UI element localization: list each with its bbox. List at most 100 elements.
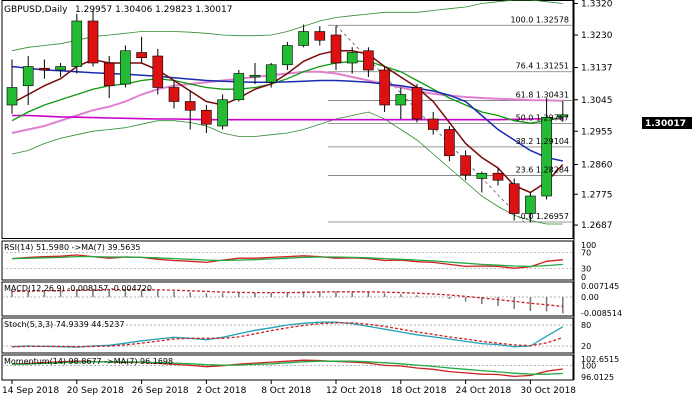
candle-up — [298, 31, 309, 46]
candle-down — [444, 129, 455, 157]
rsi-series-line — [11, 255, 563, 268]
fib-level-label: 38.2 1.29104 — [516, 137, 569, 146]
indicator-label: Stoch(5,3,3) 74.9339 44.5237 — [4, 320, 124, 329]
time-tick-label: 12 Oct 2018 — [326, 386, 382, 396]
candle-down — [330, 34, 342, 64]
indicator-frame — [1, 281, 574, 317]
fib-level-label: 23.6 1.28284 — [516, 166, 569, 175]
price-tick-label: 1.2955 — [581, 127, 613, 137]
overlay-ma-green-line — [11, 60, 563, 124]
time-tick-label: 18 Oct 2018 — [391, 386, 447, 396]
candle-down — [152, 55, 164, 88]
candle-down — [168, 87, 180, 102]
indicator-label: MACD(12,26,9) -0.008157 -0.004720 — [4, 284, 152, 293]
stoch-series-line — [11, 322, 564, 348]
fib-level-label: 100.0 1.32578 — [510, 15, 569, 24]
candle-down — [184, 101, 196, 111]
time-tick-label: 24 Oct 2018 — [456, 386, 512, 396]
indicator-panel-momentum: Momentum(14) 98.8677 ->MA(7) 96.1698 102.… — [1, 354, 619, 382]
candle-up — [55, 66, 66, 71]
candle-up — [395, 94, 407, 106]
macd-series-line — [11, 288, 563, 308]
candle-up — [6, 87, 18, 106]
main-panel-frame — [1, 0, 574, 239]
indicator-scale-label: 0.007145 — [581, 282, 619, 291]
time-tick-label: 30 Oct 2018 — [520, 386, 576, 396]
fib-level-label: 76.4 1.31251 — [516, 62, 569, 71]
price-tick-label: 1.3320 — [581, 0, 613, 10]
candle-down — [411, 87, 423, 120]
price-tick-label: 1.3230 — [581, 31, 613, 41]
indicator-panel-macd: MACD(12,26,9) -0.008157 -0.004720 0.00714… — [1, 281, 622, 318]
candle-up — [233, 73, 245, 101]
candle-down — [363, 50, 374, 71]
indicator-scale-label: -0.008514 — [581, 309, 622, 318]
indicator-scale-label: 30 — [581, 264, 591, 273]
candles — [6, 10, 569, 223]
price-tick-label: 1.3045 — [581, 96, 613, 106]
indicator-scale-label: 96.0125 — [581, 373, 614, 382]
overlay-ma-dark_red-line — [11, 49, 564, 194]
chart-title-ohlc: 1.29957 1.30406 1.29823 1.30017 — [75, 5, 232, 15]
indicator-scale-label: 102.6515 — [581, 355, 619, 364]
price-tick-label: 1.3137 — [581, 64, 613, 74]
indicator-label: Momentum(14) 98.8677 ->MA(7) 96.1698 — [4, 357, 173, 366]
overlay-lines — [11, 0, 573, 225]
price-axis: 1.3320 1.3230 1.3137 1.3045 1.2955 1.2860 1.27… — [574, 0, 613, 231]
candle-down — [508, 183, 520, 214]
candle-up — [346, 52, 358, 64]
indicator-frame — [1, 317, 574, 354]
candle-down — [314, 31, 326, 41]
candle-up — [120, 50, 131, 85]
candle-down — [39, 67, 50, 71]
price-tick-label: 1.2860 — [581, 161, 613, 171]
indicator-scale-label: 0.00 — [581, 293, 599, 302]
indicator-scale-label: 100 — [581, 361, 596, 370]
candle-up — [22, 66, 34, 87]
candle-down — [379, 69, 390, 106]
chart-title-symbol: GBPUSD,Daily — [4, 5, 68, 15]
candle-up — [71, 20, 83, 67]
momentum-series-line — [11, 360, 563, 375]
candle-up — [265, 64, 277, 83]
fib-level-label: 61.8 1.30431 — [516, 90, 569, 99]
time-tick-label: 26 Sep 2018 — [132, 386, 189, 396]
candle-up — [217, 99, 228, 127]
indicator-frame — [1, 354, 574, 381]
candle-down — [87, 20, 99, 64]
candle-down — [460, 155, 471, 176]
candle-up — [476, 172, 488, 179]
fib-level-label: 0.0 1.26957 — [521, 212, 569, 221]
overlay-bb-lower-line — [11, 111, 563, 225]
candle-down — [103, 62, 115, 87]
candle-down — [427, 118, 439, 130]
current-price-box — [642, 117, 692, 129]
overlay-ma-navy-line — [11, 65, 563, 162]
candle-down — [136, 52, 147, 59]
indicator-scale-label: 20 — [581, 342, 591, 351]
overlay-ma-magenta-line — [12, 114, 563, 121]
indicator-frame — [1, 240, 574, 281]
indicator-scale-label: 100 — [581, 241, 596, 250]
time-tick-label: 14 Sep 2018 — [2, 386, 59, 396]
candle-up — [557, 114, 569, 118]
rsi-series-line — [11, 254, 563, 269]
time-tick-label: 20 Sep 2018 — [67, 386, 124, 396]
candle-down — [201, 109, 212, 125]
fib-level-label: 50.0 1.29767 — [516, 114, 569, 123]
price-tick-label: 1.2775 — [581, 190, 613, 200]
candle-up — [541, 116, 552, 197]
indicator-scale-label: 80 — [581, 321, 591, 330]
indicator-label: RSI(14) 51.5980 ->MA(7) 39.5635 — [4, 243, 141, 252]
candle-up — [525, 195, 536, 214]
candle-up — [282, 45, 293, 66]
candle-down — [492, 172, 504, 181]
current-price-label: 1.30017 — [645, 119, 686, 129]
candle-up — [249, 74, 261, 78]
fib-labels: 100.0 1.32578 76.4 1.31251 61.8 1.30431 50.… — [510, 15, 569, 221]
indicator-scale-label: 0 — [581, 273, 586, 282]
time-tick-label: 2 Oct 2018 — [196, 386, 246, 396]
price-tick-label: 1.2687 — [581, 221, 613, 231]
